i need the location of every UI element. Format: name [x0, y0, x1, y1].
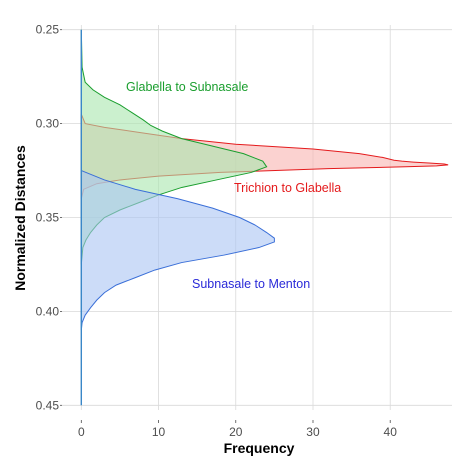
x-tick-label: 30 [306, 425, 320, 439]
y-tick-label: 0.45 [36, 398, 60, 412]
y-axis-ticks: 0.25 0.30 0.35 0.40 0.45 [36, 23, 62, 412]
series-label-glabella-subnasale: Glabella to Subnasale [126, 80, 248, 94]
series-label-subnasale-menton: Subnasale to Menton [192, 277, 310, 291]
x-tick-label: 10 [152, 425, 166, 439]
density-area-series-2 [80, 169, 275, 331]
series-labels: Glabella to Subnasale Trichion to Glabel… [126, 80, 341, 291]
y-tick-label: 0.35 [36, 211, 60, 225]
x-tick-label: 20 [229, 425, 243, 439]
y-axis-title: Normalized Distances [12, 145, 28, 291]
x-axis-ticks: 0 10 20 30 40 [78, 420, 397, 439]
density-areas [80, 29, 449, 331]
y-tick-label: 0.30 [36, 117, 60, 131]
x-tick-label: 0 [78, 425, 85, 439]
series-label-trichion-glabella: Trichion to Glabella [234, 181, 341, 195]
x-axis-title: Frequency [224, 440, 295, 456]
y-tick-label: 0.25 [36, 23, 60, 37]
x-tick-label: 40 [384, 425, 398, 439]
y-tick-label: 0.40 [36, 304, 60, 318]
